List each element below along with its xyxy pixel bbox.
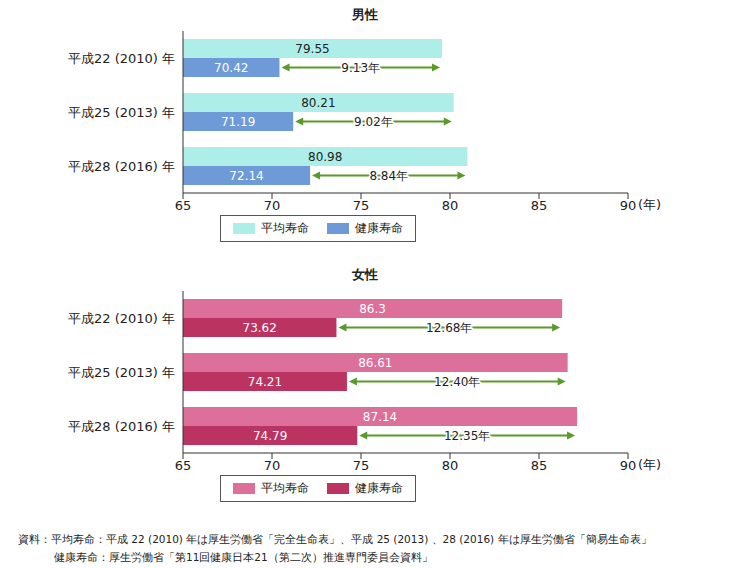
svg-text:平成22 (2010) 年: 平成22 (2010) 年 bbox=[68, 311, 175, 326]
svg-text:71.19: 71.19 bbox=[221, 115, 255, 129]
svg-text:86.61: 86.61 bbox=[358, 356, 392, 370]
svg-text:85: 85 bbox=[531, 458, 548, 473]
html-text:健康寿命: 健康寿命 bbox=[355, 481, 403, 495]
svg-text:80.21: 80.21 bbox=[301, 96, 335, 110]
svg-text:70: 70 bbox=[264, 198, 281, 213]
html-text:健康寿命: 健康寿命 bbox=[355, 221, 403, 235]
svg-text:65: 65 bbox=[175, 458, 192, 473]
svg-text:8.84年: 8.84年 bbox=[369, 169, 408, 183]
svg-text:90: 90 bbox=[620, 458, 637, 473]
svg-text:79.55: 79.55 bbox=[295, 42, 329, 56]
svg-text:87.14: 87.14 bbox=[363, 410, 397, 424]
svg-text:80.98: 80.98 bbox=[308, 150, 342, 164]
svg-text:(年): (年) bbox=[638, 197, 661, 212]
html-text:平均寿命: 平均寿命 bbox=[261, 221, 309, 235]
svg-text:80: 80 bbox=[442, 198, 459, 213]
svg-text:74.79: 74.79 bbox=[253, 429, 287, 443]
html-text:男性: 男性 bbox=[352, 7, 378, 22]
svg-text:(年): (年) bbox=[638, 457, 661, 472]
svg-text:9.13年: 9.13年 bbox=[341, 61, 380, 75]
html-text:平均寿命: 平均寿命 bbox=[261, 481, 309, 495]
svg-text:12.35年: 12.35年 bbox=[444, 429, 490, 443]
svg-text:平成25 (2013) 年: 平成25 (2013) 年 bbox=[68, 365, 175, 380]
svg-text:74.21: 74.21 bbox=[248, 375, 282, 389]
html-text:女性: 女性 bbox=[352, 267, 378, 282]
svg-text:73.62: 73.62 bbox=[243, 321, 277, 335]
svg-text:平成25 (2013) 年: 平成25 (2013) 年 bbox=[68, 105, 175, 120]
svg-text:65: 65 bbox=[175, 198, 192, 213]
svg-text:平成22 (2010) 年: 平成22 (2010) 年 bbox=[68, 51, 175, 66]
svg-text:85: 85 bbox=[531, 198, 548, 213]
html-text:健康寿命：厚生労働省「第11回健康日本21（第二次）推進専門: 健康寿命：厚生労働省「第11回健康日本21（第二次）推進専門委員会資料」 bbox=[54, 551, 433, 563]
svg-text:12.40年: 12.40年 bbox=[434, 375, 480, 389]
svg-text:86.3: 86.3 bbox=[359, 302, 386, 316]
svg-text:9.02年: 9.02年 bbox=[354, 115, 393, 129]
svg-text:平成28 (2016) 年: 平成28 (2016) 年 bbox=[68, 419, 175, 434]
svg-text:75: 75 bbox=[353, 458, 370, 473]
svg-text:75: 75 bbox=[353, 198, 370, 213]
svg-text:70: 70 bbox=[264, 458, 281, 473]
svg-text:90: 90 bbox=[620, 198, 637, 213]
svg-text:平成28 (2016) 年: 平成28 (2016) 年 bbox=[68, 159, 175, 174]
svg-text:80: 80 bbox=[442, 458, 459, 473]
svg-text:12.68年: 12.68年 bbox=[426, 321, 472, 335]
svg-text:70.42: 70.42 bbox=[214, 61, 248, 75]
html-text:資料：平均寿命：平成 22 (2010) 年は厚生労働省「完: 資料：平均寿命：平成 22 (2010) 年は厚生労働省「完全生命表」、平成 2… bbox=[18, 533, 652, 545]
svg-text:72.14: 72.14 bbox=[229, 169, 263, 183]
